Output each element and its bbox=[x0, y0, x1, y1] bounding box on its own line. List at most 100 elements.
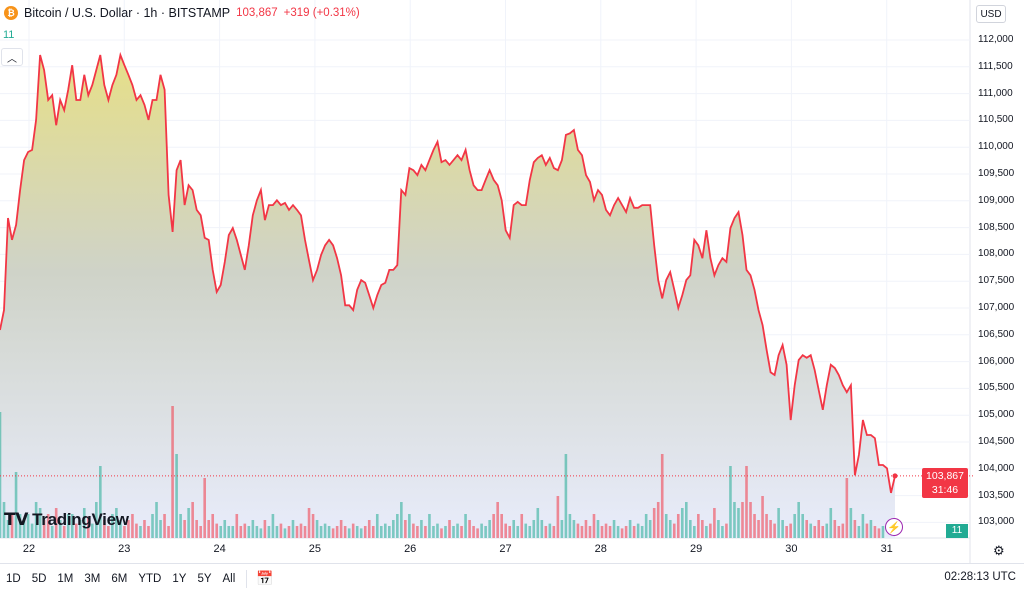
price-chart[interactable] bbox=[0, 0, 1024, 563]
volume-bar bbox=[424, 526, 427, 538]
volume-bar bbox=[713, 508, 716, 538]
symbol-header[interactable]: ₿ Bitcoin / U.S. Dollar · 1h · BITSTAMP … bbox=[4, 6, 360, 20]
volume-bar bbox=[343, 526, 347, 538]
volume-bar bbox=[167, 526, 170, 538]
range-button-5d[interactable]: 5D bbox=[31, 572, 47, 585]
volume-bar bbox=[440, 528, 443, 538]
range-button-5y[interactable]: 5Y bbox=[197, 572, 212, 585]
volume-bar bbox=[584, 520, 588, 538]
price-axis-label: 109,000 bbox=[978, 194, 1015, 206]
clock[interactable]: 02:28:13 UTC bbox=[944, 571, 1016, 583]
volume-bar bbox=[404, 520, 407, 538]
volume-bar bbox=[588, 526, 592, 538]
volume-indicator-value: 11 bbox=[3, 29, 15, 41]
volume-bar bbox=[247, 526, 251, 538]
volume-bar bbox=[203, 478, 206, 538]
volume-bar bbox=[171, 406, 174, 538]
volume-bar bbox=[548, 523, 552, 538]
volume-bar bbox=[235, 514, 239, 538]
volume-bar bbox=[552, 526, 556, 538]
settings-icon[interactable]: ⚙ bbox=[993, 543, 1005, 558]
symbol-title[interactable]: Bitcoin / U.S. Dollar · 1h · BITSTAMP bbox=[24, 6, 231, 20]
range-button-1y[interactable]: 1Y bbox=[172, 572, 187, 585]
time-axis-label: 29 bbox=[689, 543, 703, 555]
volume-bar bbox=[660, 454, 664, 538]
volume-bar bbox=[307, 508, 311, 538]
price-area-fill bbox=[0, 55, 895, 538]
volume-bar bbox=[460, 526, 463, 538]
volume-bar bbox=[392, 520, 395, 538]
volume-bar bbox=[383, 523, 387, 538]
volume-bar bbox=[524, 523, 528, 538]
volume-bar bbox=[484, 526, 487, 538]
volume-bar bbox=[66, 514, 70, 538]
volume-bar bbox=[809, 523, 813, 538]
last-price-dot bbox=[892, 473, 898, 479]
volume-bar bbox=[725, 523, 728, 538]
volume-bar bbox=[464, 514, 467, 538]
volume-bar bbox=[74, 523, 78, 538]
range-button-all[interactable]: All bbox=[222, 572, 236, 585]
volume-bar bbox=[400, 502, 403, 538]
volume-bar bbox=[568, 514, 572, 538]
range-button-1d[interactable]: 1D bbox=[6, 572, 21, 585]
volume-bar bbox=[849, 508, 853, 538]
price-axis-label: 105,000 bbox=[978, 409, 1015, 421]
lightning-icon[interactable]: ⚡ bbox=[885, 518, 903, 536]
range-button-3m[interactable]: 3M bbox=[84, 572, 101, 585]
collapse-legend-button[interactable]: ︿ bbox=[1, 48, 23, 66]
volume-bar bbox=[6, 520, 10, 538]
price-axis-label: 112,000 bbox=[978, 34, 1014, 45]
volume-bar bbox=[608, 526, 612, 538]
volume-bar bbox=[95, 502, 98, 538]
volume-bar bbox=[183, 520, 186, 538]
volume-bar bbox=[367, 520, 371, 538]
volume-bar bbox=[556, 496, 560, 538]
volume-bar bbox=[151, 514, 154, 538]
volume-bar bbox=[131, 514, 134, 538]
volume-bar bbox=[38, 508, 42, 538]
price-axis-label: 103,000 bbox=[978, 516, 1015, 528]
volume-bar bbox=[656, 502, 660, 538]
volume-bar bbox=[111, 514, 114, 538]
tradingview-logo[interactable]: 𝗧𝗩 TradingView bbox=[4, 510, 129, 530]
range-button-ytd[interactable]: YTD bbox=[138, 572, 162, 585]
volume-bar bbox=[709, 523, 712, 538]
volume-bar bbox=[119, 520, 122, 538]
volume-bar bbox=[34, 502, 38, 538]
volume-bar bbox=[323, 523, 327, 538]
price-axis-label: 104,500 bbox=[978, 436, 1015, 447]
volume-bar bbox=[227, 526, 231, 538]
volume-bar bbox=[388, 526, 391, 538]
volume-bar bbox=[311, 514, 315, 538]
volume-bar bbox=[259, 528, 263, 538]
volume-bar bbox=[315, 520, 319, 538]
volume-bar bbox=[857, 526, 861, 538]
bottom-toolbar: 1D 5D 1M 3M 6M YTD 1Y 5Y All 📅 bbox=[0, 563, 1024, 593]
volume-bar bbox=[853, 520, 857, 538]
volume-bar bbox=[881, 526, 885, 538]
volume-bar bbox=[82, 508, 86, 538]
volume-bar bbox=[476, 528, 479, 538]
volume-bar bbox=[520, 514, 524, 538]
volume-bar bbox=[42, 520, 46, 538]
volume-bar bbox=[351, 523, 355, 538]
volume-bar bbox=[644, 514, 648, 538]
volume-bar bbox=[741, 502, 744, 538]
currency-selector[interactable]: USD bbox=[976, 5, 1006, 23]
volume-bar bbox=[327, 526, 331, 538]
volume-bar bbox=[516, 526, 520, 538]
price-axis-label: 104,000 bbox=[978, 462, 1015, 474]
calendar-goto-icon[interactable]: 📅 bbox=[256, 570, 274, 586]
volume-bar bbox=[135, 523, 138, 538]
volume-bar bbox=[813, 526, 817, 538]
volume-bar bbox=[480, 523, 483, 538]
volume-bar bbox=[371, 526, 375, 538]
last-price: 103,867 bbox=[236, 7, 278, 19]
range-button-6m[interactable]: 6M bbox=[111, 572, 128, 585]
range-button-1m[interactable]: 1M bbox=[57, 572, 74, 585]
volume-bar bbox=[159, 520, 162, 538]
volume-bar bbox=[26, 514, 30, 538]
time-axis-label: 25 bbox=[308, 543, 322, 555]
volume-bar bbox=[500, 514, 503, 538]
